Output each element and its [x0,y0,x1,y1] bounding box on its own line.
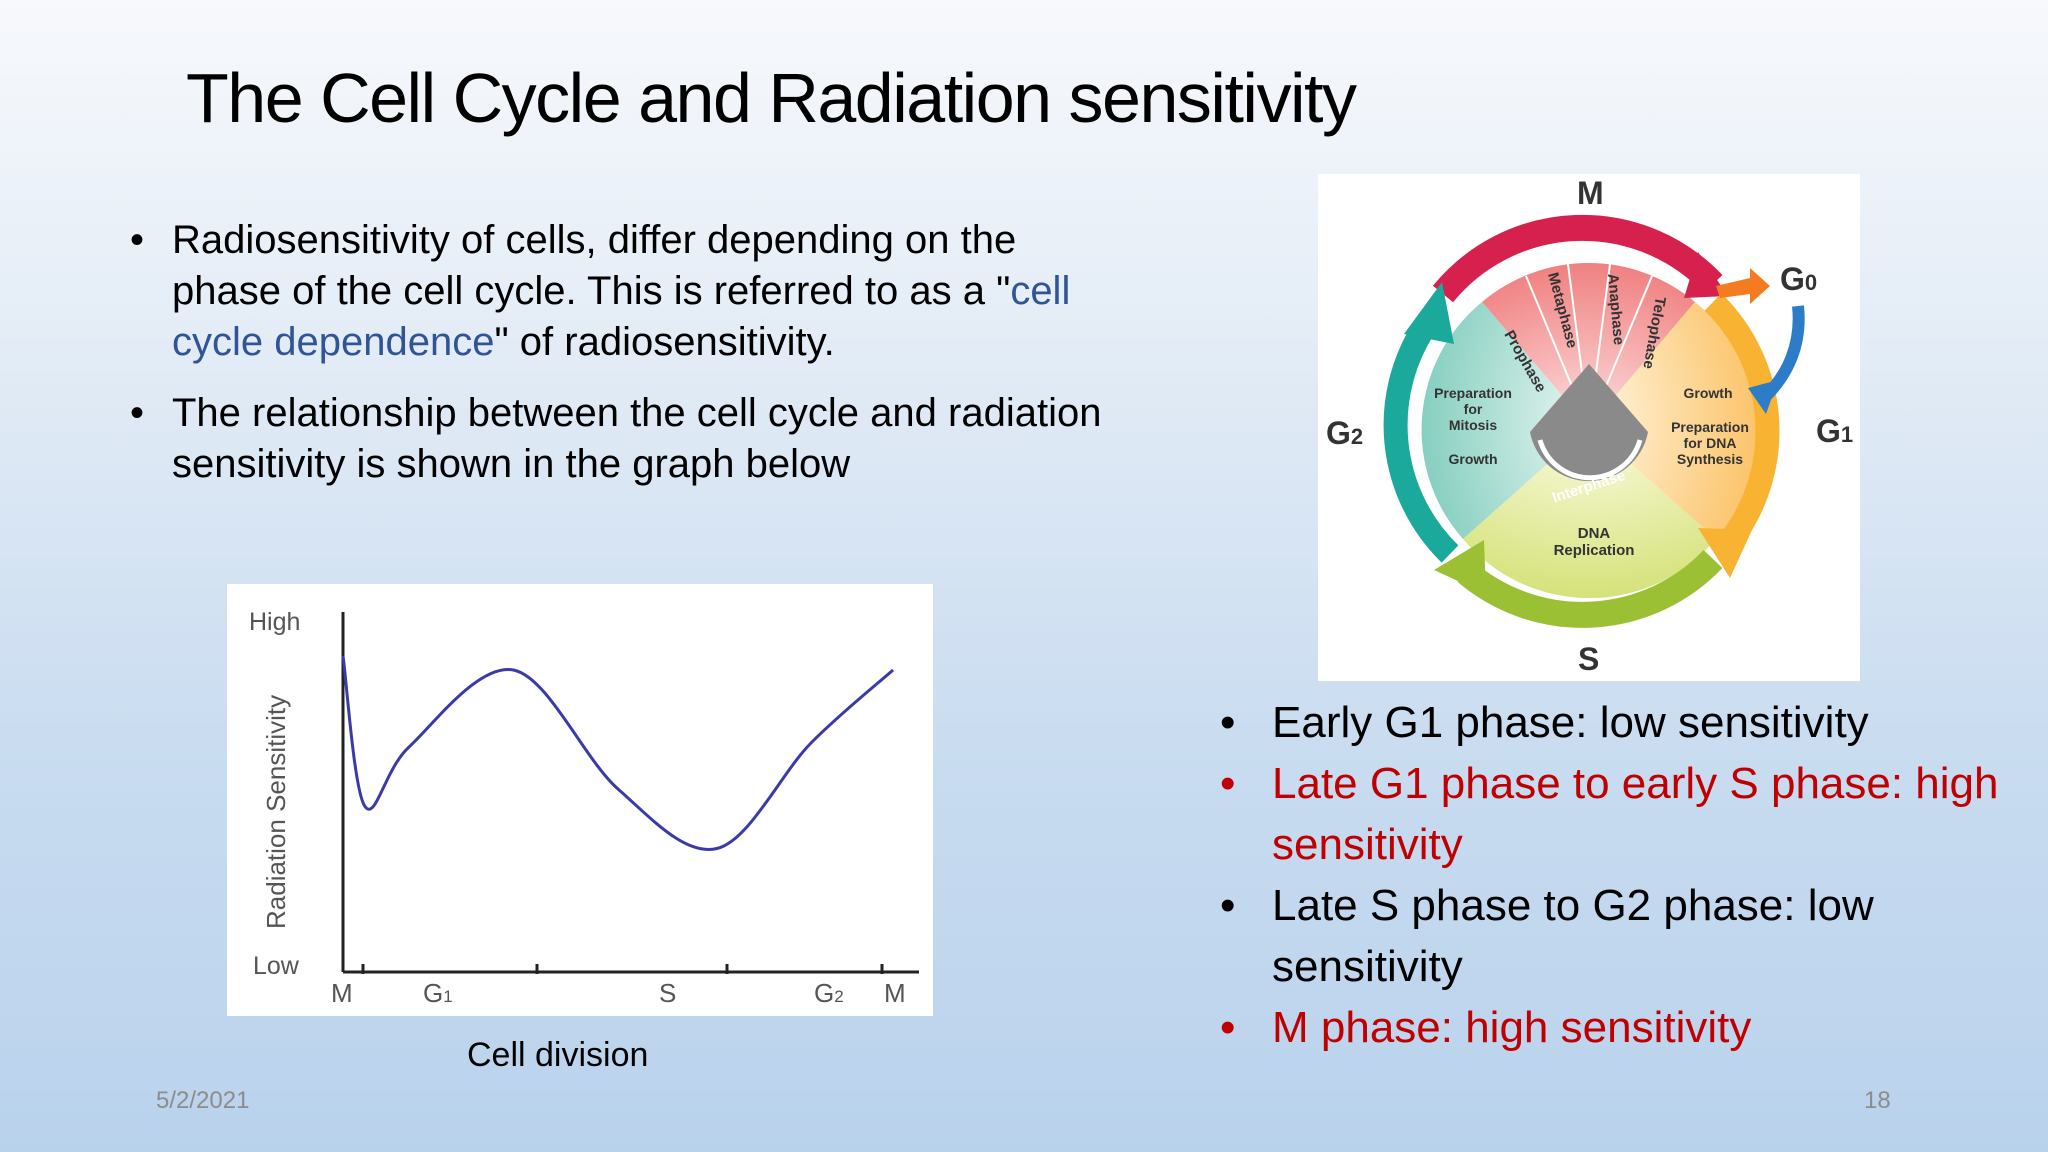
cell-cycle-diagram: Interphase M G0 G1 G2 S Prophase Metapha… [1318,174,1860,681]
g0-arrow [1716,268,1770,304]
g1-label-growth: Growth [1684,385,1733,401]
phase-g0-sub: 0 [1805,270,1817,295]
x-tick-m-start: M [331,978,353,1008]
s-label-dna: DNA [1578,525,1611,542]
g1-label-synthesis: Synthesis [1677,451,1743,467]
g2-label-group: Preparation for Mitosis Growth [1434,385,1512,467]
g2-phase-arrow [1383,315,1459,563]
bullet-early-g1: Early G1 phase: low sensitivity [1220,692,2020,753]
phase-g1-label: G1 [1816,413,1853,449]
bullet-m-phase: M phase: high sensitivity [1220,997,2020,1058]
g1-label-group: Growth Preparation for DNA Synthesis [1671,385,1749,467]
x-tick-m-end: M [884,978,906,1008]
m-phase-arrow [1432,214,1723,303]
bullet-late-g1-early-s: Late G1 phase to early S phase: high sen… [1220,753,2020,875]
g0-return-arrowhead [1748,380,1778,414]
x-tick-s: S [659,978,676,1008]
bullet-late-s-g2: Late S phase to G2 phase: low sensitivit… [1220,875,2020,997]
g1-phase-arrowhead [1698,528,1752,578]
s-label-replication: Replication [1554,542,1635,559]
y-axis-label: Radiation Sensitivity [261,695,291,929]
bullet-text: Radiosensitivity of cells, differ depend… [172,218,1017,313]
x-tick-g1: G1 [423,978,453,1008]
phase-g2-sub: 2 [1351,424,1363,449]
sensitivity-curve [341,655,895,851]
graph-caption: Cell division [467,1036,649,1074]
sensitivity-graph: High Low Radiation Sensitivity M G1 S G2… [227,584,933,1016]
bullet-relationship: The relationship between the cell cycle … [130,388,1130,490]
cycle-sectors [1421,263,1757,599]
sensitivity-graph-svg: High Low Radiation Sensitivity M G1 S G2… [249,608,919,1008]
interphase-arrow [1537,439,1643,481]
g1-label-for-dna: for DNA [1684,435,1737,451]
stage-anaphase: Anaphase [1604,273,1627,346]
sector-g1 [1589,302,1757,539]
x-tick-g2-sub: 2 [834,987,843,1006]
g2-label-growth: Growth [1449,451,1498,467]
y-low-label: Low [253,952,300,980]
left-bullet-list: Radiosensitivity of cells, differ depend… [130,215,1130,510]
x-tick-g1-sub: 1 [443,987,452,1006]
g2-phase-arrowhead [1404,282,1454,344]
footer-page-number: 18 [1864,1087,1891,1114]
s-phase-arrowhead [1434,540,1486,594]
x-tick-g2: G2 [814,978,844,1008]
highlight-cell-cycle-dependence: cell cycle dependence [172,269,1071,364]
x-tick-marks [361,964,884,974]
g1-phase-arrow [1704,293,1780,554]
phase-g1-sub: 1 [1841,422,1853,447]
phase-g0-label: G0 [1780,261,1817,297]
right-bullet-list: Early G1 phase: low sensitivity Late G1 … [1220,692,2020,1058]
bullet-text-end: " of radiosensitivity. [494,320,835,364]
s-phase-arrow [1457,549,1723,628]
phase-g2-label: G2 [1326,415,1363,451]
s-label-group: DNA Replication [1554,525,1635,559]
phase-s-label: S [1578,641,1599,677]
g1-label-preparation: Preparation [1671,419,1749,435]
g2-label-preparation: Preparation [1434,385,1512,401]
y-high-label: High [249,608,300,636]
sector-s [1463,427,1716,599]
slide-title: The Cell Cycle and Radiation sensitivity [186,59,1357,137]
g2-label-mitosis: Mitosis [1449,417,1497,433]
sector-g2 [1421,302,1589,539]
cell-cycle-svg: Interphase M G0 G1 G2 S Prophase Metapha… [1326,175,1853,677]
sector-mitosis [1482,263,1695,427]
g2-label-for: for [1464,401,1483,417]
interphase-core [1530,364,1648,482]
phase-m-label: M [1577,175,1604,211]
bullet-radiosensitivity: Radiosensitivity of cells, differ depend… [130,215,1130,368]
footer-date: 5/2/2021 [156,1087,250,1114]
